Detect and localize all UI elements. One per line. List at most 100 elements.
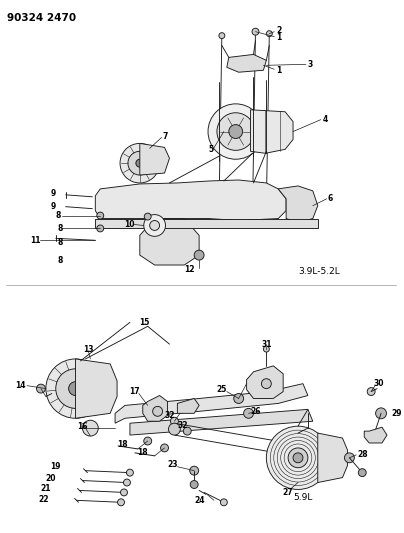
Text: 25: 25 xyxy=(217,385,227,394)
Text: 30: 30 xyxy=(373,379,384,388)
Circle shape xyxy=(136,159,144,167)
Polygon shape xyxy=(140,143,169,175)
Circle shape xyxy=(124,479,130,486)
Circle shape xyxy=(376,408,387,419)
Text: 15: 15 xyxy=(139,318,150,327)
Text: 11: 11 xyxy=(30,236,41,245)
Text: 20: 20 xyxy=(45,474,56,483)
Circle shape xyxy=(183,427,191,435)
Circle shape xyxy=(118,499,124,506)
Text: 12: 12 xyxy=(184,265,194,274)
Circle shape xyxy=(128,151,152,175)
Circle shape xyxy=(263,346,269,352)
Circle shape xyxy=(190,481,198,488)
Polygon shape xyxy=(130,409,313,435)
Polygon shape xyxy=(250,110,293,154)
Text: 27: 27 xyxy=(283,488,293,497)
Text: 5: 5 xyxy=(209,145,214,154)
Circle shape xyxy=(244,408,253,418)
Circle shape xyxy=(367,387,375,395)
Circle shape xyxy=(144,213,151,220)
Text: 21: 21 xyxy=(40,484,51,493)
Text: 13: 13 xyxy=(83,344,94,353)
Text: 17: 17 xyxy=(129,387,140,396)
Text: 32: 32 xyxy=(164,411,175,420)
Polygon shape xyxy=(246,366,283,399)
Text: 2: 2 xyxy=(276,26,282,35)
Polygon shape xyxy=(278,186,318,222)
Text: 22: 22 xyxy=(38,495,49,504)
Polygon shape xyxy=(143,395,168,421)
Text: 5.9L: 5.9L xyxy=(293,493,312,502)
Circle shape xyxy=(153,406,162,416)
Circle shape xyxy=(219,33,225,38)
Text: 8: 8 xyxy=(57,224,63,233)
Circle shape xyxy=(208,104,263,159)
Text: 3.9L-5.2L: 3.9L-5.2L xyxy=(298,268,340,277)
Circle shape xyxy=(170,417,178,425)
Text: 9: 9 xyxy=(50,189,56,198)
Circle shape xyxy=(144,437,152,445)
Text: 9: 9 xyxy=(50,202,56,211)
Circle shape xyxy=(36,384,45,393)
Text: 18: 18 xyxy=(117,440,128,449)
Polygon shape xyxy=(140,219,199,265)
Text: 4: 4 xyxy=(323,115,328,124)
Circle shape xyxy=(221,499,227,506)
Polygon shape xyxy=(95,180,286,221)
Text: 3: 3 xyxy=(308,60,313,69)
Circle shape xyxy=(293,453,303,463)
Circle shape xyxy=(190,466,199,475)
Text: 1: 1 xyxy=(276,66,282,75)
Circle shape xyxy=(266,426,330,489)
Text: 26: 26 xyxy=(250,407,261,416)
Text: 6: 6 xyxy=(328,194,333,203)
Text: 14: 14 xyxy=(16,381,26,390)
Text: 18: 18 xyxy=(137,448,148,457)
Text: 29: 29 xyxy=(391,409,402,418)
Circle shape xyxy=(234,393,244,403)
Text: 8: 8 xyxy=(55,211,61,220)
Circle shape xyxy=(261,379,271,389)
Circle shape xyxy=(82,420,98,436)
Text: 32: 32 xyxy=(177,421,187,430)
Circle shape xyxy=(160,444,168,452)
Circle shape xyxy=(150,221,160,230)
Polygon shape xyxy=(76,359,117,418)
Circle shape xyxy=(97,212,104,219)
Text: 28: 28 xyxy=(357,450,368,459)
Text: 31: 31 xyxy=(261,340,271,349)
Circle shape xyxy=(120,143,160,183)
Text: 24: 24 xyxy=(194,496,204,505)
Text: 23: 23 xyxy=(167,460,177,469)
Circle shape xyxy=(56,369,95,408)
Circle shape xyxy=(69,382,82,395)
Circle shape xyxy=(194,250,204,260)
Text: 8: 8 xyxy=(57,255,63,264)
Polygon shape xyxy=(364,427,387,443)
Circle shape xyxy=(120,489,127,496)
Circle shape xyxy=(168,423,180,435)
Circle shape xyxy=(282,443,294,455)
Circle shape xyxy=(266,31,272,37)
Circle shape xyxy=(288,448,308,467)
Text: 90324 2470: 90324 2470 xyxy=(7,13,76,23)
Polygon shape xyxy=(177,399,199,413)
Polygon shape xyxy=(115,384,308,423)
Circle shape xyxy=(126,469,133,476)
Circle shape xyxy=(46,359,105,418)
Circle shape xyxy=(252,28,259,35)
Circle shape xyxy=(358,469,366,477)
Text: 1: 1 xyxy=(276,33,282,42)
Text: 19: 19 xyxy=(50,462,61,471)
Text: 8: 8 xyxy=(57,238,63,247)
Circle shape xyxy=(97,225,104,232)
Polygon shape xyxy=(318,433,347,482)
Text: 16: 16 xyxy=(77,422,88,431)
Circle shape xyxy=(217,113,255,150)
Polygon shape xyxy=(227,54,266,72)
Circle shape xyxy=(345,453,354,463)
Text: 10: 10 xyxy=(124,220,135,229)
Circle shape xyxy=(144,215,166,236)
Circle shape xyxy=(229,125,243,139)
